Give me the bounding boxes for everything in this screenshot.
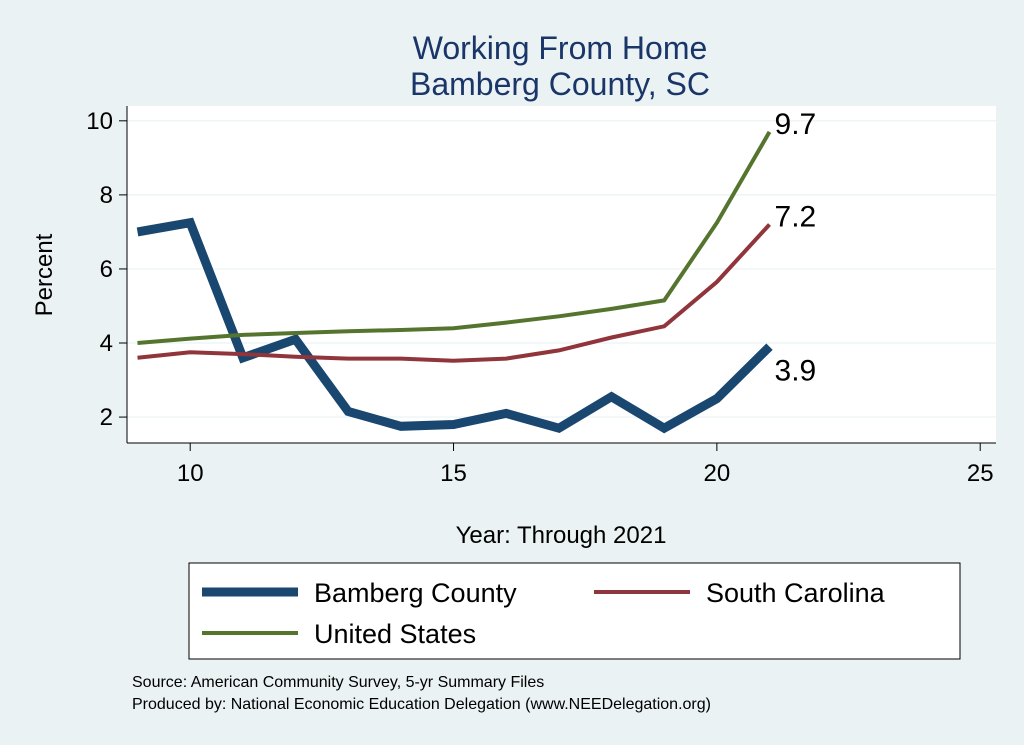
end-label-united-states: 9.7: [775, 108, 817, 141]
x-tick-label: 10: [177, 460, 204, 487]
producer-note: Produced by: National Economic Education…: [132, 696, 711, 713]
plot-area: [127, 106, 996, 443]
end-label-south-carolina: 7.2: [775, 201, 817, 234]
chart-title: Working From Home: [413, 30, 708, 66]
chart-subtitle: Bamberg County, SC: [410, 66, 710, 102]
y-tick-label: 6: [100, 256, 113, 283]
y-tick-label: 2: [100, 404, 113, 431]
series-line-bamberg-county: [136, 217, 773, 434]
end-label-bamberg-county: 3.9: [775, 355, 817, 388]
source-note: Source: American Community Survey, 5-yr …: [132, 674, 544, 691]
legend-label-south-carolina: South Carolina: [706, 578, 886, 608]
x-tick-label: 25: [967, 460, 994, 487]
y-tick-label: 10: [86, 108, 113, 135]
legend-label-united-states: United States: [314, 619, 476, 649]
y-tick-label: 4: [100, 330, 113, 357]
legend-box: [188, 562, 961, 660]
x-tick-label: 20: [704, 460, 731, 487]
y-tick-label: 8: [100, 182, 113, 209]
series-line-united-states: [137, 130, 772, 345]
x-tick-label: 15: [440, 460, 467, 487]
series-line-south-carolina: [137, 223, 771, 363]
y-axis-title: Percent: [31, 233, 58, 316]
end-labels: 3.9 7.2 9.7: [775, 108, 817, 388]
series-lines: [136, 130, 773, 434]
legend-label-bamberg-county: Bamberg County: [314, 578, 517, 608]
x-axis-title: Year: Through 2021: [456, 522, 667, 549]
axes: 2 4 6 8 10 10 15 20 25: [86, 106, 996, 487]
legend: Bamberg County South Carolina United State…: [202, 578, 886, 649]
